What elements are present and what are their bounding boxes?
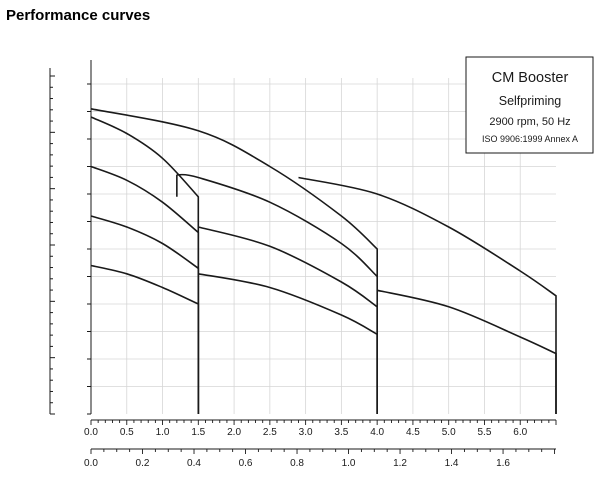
curve-3-56 xyxy=(90,108,378,414)
curve-1-45 xyxy=(90,165,200,414)
curve-3-37 xyxy=(198,226,378,414)
info-box: CM Booster Selfpriming 2900 rpm, 50 Hz I… xyxy=(465,56,594,154)
info-box-speed: 2900 rpm, 50 Hz xyxy=(489,116,570,128)
q-ls-tick-label: 1.2 xyxy=(393,458,407,469)
q-m3h-tick-label: 5.0 xyxy=(442,427,456,438)
q-m3h-tick-label: 5.5 xyxy=(478,427,492,438)
q-ls-tick-label: 0.0 xyxy=(84,458,98,469)
info-box-subtitle: Selfpriming xyxy=(499,94,562,108)
q-ls-tick-label: 0.2 xyxy=(136,458,150,469)
axes: 0.0 0.5 1.0 1.5 2.0 2.5 3.0 3.5 4.0 4.5 5.0 5.5 6.0 0… xyxy=(49,60,557,469)
curve-1-27 xyxy=(90,264,200,414)
info-box-title: CM Booster xyxy=(492,70,569,86)
curve-3-47 xyxy=(176,173,378,278)
q-m3h-tick-label: 3.0 xyxy=(299,427,313,438)
curve-1-36 xyxy=(90,215,200,414)
curve-5-28 xyxy=(377,289,557,414)
info-box-standard: ISO 9906:1999 Annex A xyxy=(482,134,578,144)
q-m3h-tick-label: 4.0 xyxy=(370,427,384,438)
q-m3h-tick-label: 1.5 xyxy=(191,427,205,438)
curve-1-54 xyxy=(90,116,200,414)
q-ls-tick-label: 0.4 xyxy=(187,458,201,469)
q-m3h-tick-label: 2.0 xyxy=(227,427,241,438)
q-m3h-tick-label: 1.0 xyxy=(156,427,170,438)
info-box-frame xyxy=(465,56,594,154)
q-m3h-tick-label: 0.0 xyxy=(84,427,98,438)
curves xyxy=(90,108,557,414)
q-ls-tick-label: 1.4 xyxy=(445,458,459,469)
q-ls-tick-label: 1.0 xyxy=(342,458,356,469)
curve-5-47 xyxy=(298,176,557,414)
q-ls-tick-label: 1.6 xyxy=(496,458,510,469)
curve-3-28 xyxy=(198,273,378,414)
q-m3h-tick-label: 0.5 xyxy=(120,427,134,438)
q-m3h-tick-label: 3.5 xyxy=(334,427,348,438)
q-ls-tick-label: 0.8 xyxy=(290,458,304,469)
q-m3h-tick-label: 4.5 xyxy=(406,427,420,438)
q-ls-tick-label: 0.6 xyxy=(239,458,253,469)
q-m3h-tick-label: 6.0 xyxy=(513,427,527,438)
page-title: Performance curves xyxy=(6,7,150,24)
q-m3h-tick-label: 2.5 xyxy=(263,427,277,438)
